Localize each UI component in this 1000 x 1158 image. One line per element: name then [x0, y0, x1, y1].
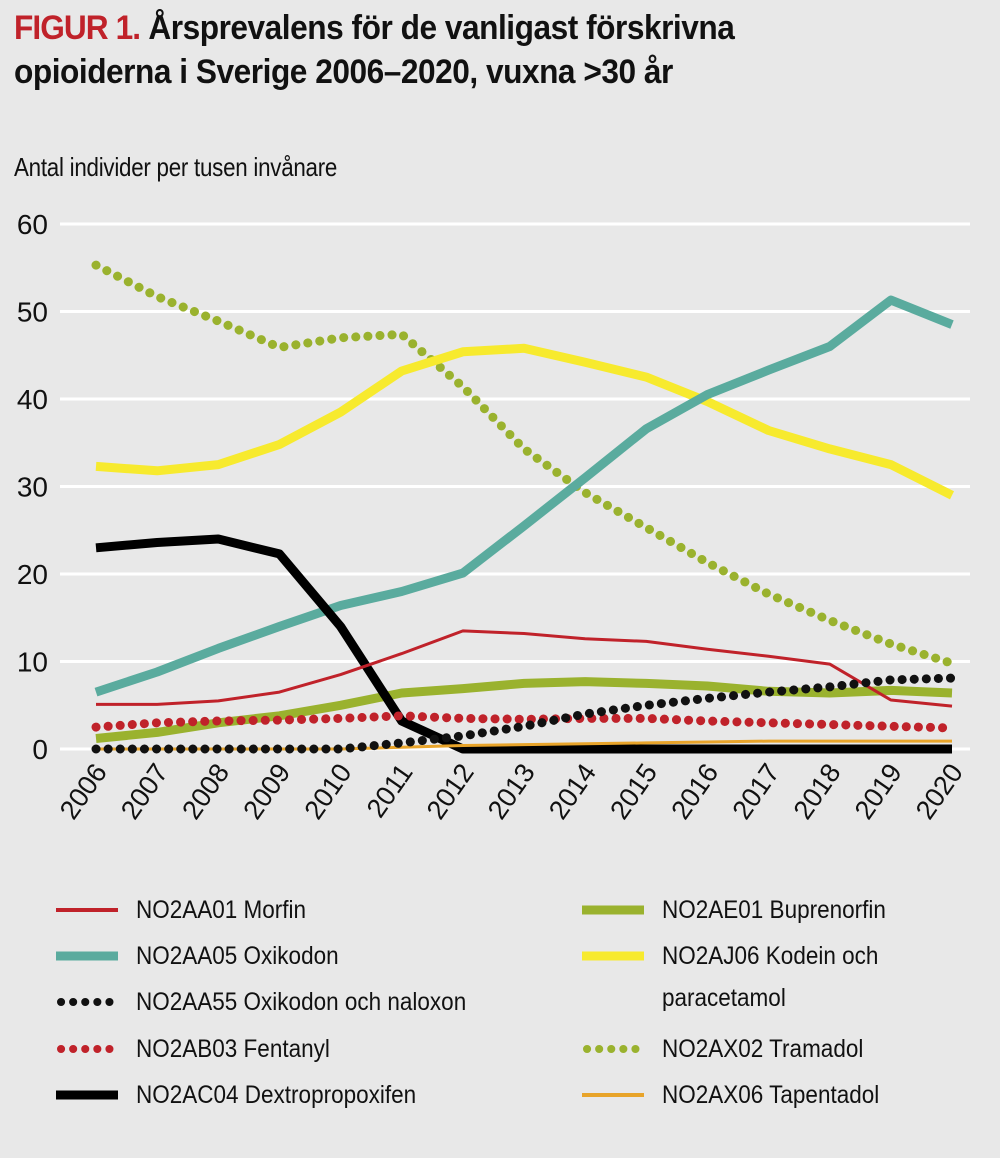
series-line-no2ae01 — [95, 677, 953, 743]
x-tick-labels: 2006 2007 2008 2009 2010 2011 2012 2013 2014 2015… — [54, 758, 969, 824]
legend-label: NO2AA05 Oxikodon — [136, 942, 339, 970]
legend-item: NO2AA05 Oxikodon — [56, 941, 361, 977]
title-line-2: opioiderna i Sverige 2006–2020, vuxna >3… — [14, 53, 673, 91]
legend-label: NO2AB03 Fentanyl — [136, 1035, 330, 1063]
x-tick-label: 2007 — [115, 758, 174, 824]
y-axis-label: Antal individer per tusen invånare — [14, 152, 338, 182]
figure-label: FIGUR 1. — [14, 9, 141, 47]
legend-label: NO2AA55 Oxikodon och naloxon — [136, 988, 467, 1016]
legend-swatch — [56, 945, 118, 967]
y-tick-label: 40 — [17, 384, 48, 415]
x-tick-label: 2017 — [726, 758, 785, 824]
legend-swatch — [582, 1084, 644, 1106]
legend-label: NO2AA01 Morfin — [136, 896, 307, 924]
legend-item: NO2AC04 Dextropropoxifen — [56, 1080, 447, 1116]
y-tick-label: 50 — [17, 297, 48, 328]
legend-swatch — [582, 1038, 644, 1060]
x-tick-label: 2012 — [421, 758, 480, 824]
x-tick-label: 2018 — [788, 758, 847, 824]
y-tick-label: 10 — [17, 647, 48, 678]
x-tick-label: 2014 — [543, 758, 602, 824]
legend-item: NO2AX02 Tramadol — [582, 1034, 886, 1070]
legend-swatch — [582, 899, 644, 921]
x-tick-label: 2010 — [298, 758, 357, 824]
series-line-no2aj06 — [95, 343, 955, 500]
series-line-no2aa01 — [96, 629, 953, 708]
y-tick-label: 0 — [32, 734, 48, 765]
legend-swatch — [56, 1084, 118, 1106]
series-line-no2ab03 — [91, 711, 957, 733]
legend-swatch — [56, 899, 118, 921]
y-tick-label: 20 — [17, 559, 48, 590]
x-tick-label: 2011 — [361, 758, 419, 823]
y-tick-label: 60 — [17, 209, 48, 240]
legend-item: NO2AA55 Oxikodon och naloxon — [56, 987, 503, 1023]
chart-title: FIGUR 1. Årsprevalens för de vanligast f… — [14, 6, 925, 94]
x-tick-label: 2020 — [910, 758, 969, 824]
series-lines — [91, 260, 957, 754]
x-tick-label: 2013 — [482, 758, 541, 824]
legend-item: NO2AB03 Fentanyl — [56, 1034, 351, 1070]
legend-item: NO2AA01 Morfin — [56, 895, 325, 931]
legend-label: NO2AX02 Tramadol — [662, 1035, 864, 1063]
legend-label: NO2AX06 Tapentadol — [662, 1081, 880, 1109]
legend-label: NO2AJ06 Kodein och paracetamol — [662, 942, 879, 1012]
x-tick-label: 2009 — [237, 758, 296, 824]
series-line-no2ac04 — [95, 534, 952, 754]
legend-label: NO2AE01 Buprenorfin — [662, 896, 886, 924]
series-line-no2aa55 — [91, 673, 957, 754]
legend-item: NO2AX06 Tapentadol — [582, 1080, 903, 1116]
x-tick-label: 2015 — [604, 758, 663, 824]
x-tick-label: 2008 — [176, 758, 235, 824]
series-line-no2ax02 — [91, 260, 957, 668]
legend-label: NO2AC04 Dextropropoxifen — [136, 1081, 417, 1109]
legend-item: NO2AE01 Buprenorfin — [582, 895, 911, 931]
y-tick-label: 30 — [17, 472, 48, 503]
x-tick-label: 2019 — [849, 758, 908, 824]
gridlines — [60, 222, 970, 751]
x-tick-label: 2016 — [665, 758, 724, 824]
legend-item: NO2AJ06 Kodein och paracetamol — [582, 941, 902, 1019]
legend-swatch — [56, 991, 118, 1013]
series-line-no2aa05 — [94, 295, 954, 697]
title-line-1: Årsprevalens för de vanligast förskrivna — [148, 9, 735, 47]
x-tick-label: 2006 — [54, 758, 113, 824]
legend-swatch — [582, 945, 644, 967]
y-tick-labels: 0 10 20 30 40 50 60 — [17, 209, 48, 765]
legend-swatch — [56, 1038, 118, 1060]
